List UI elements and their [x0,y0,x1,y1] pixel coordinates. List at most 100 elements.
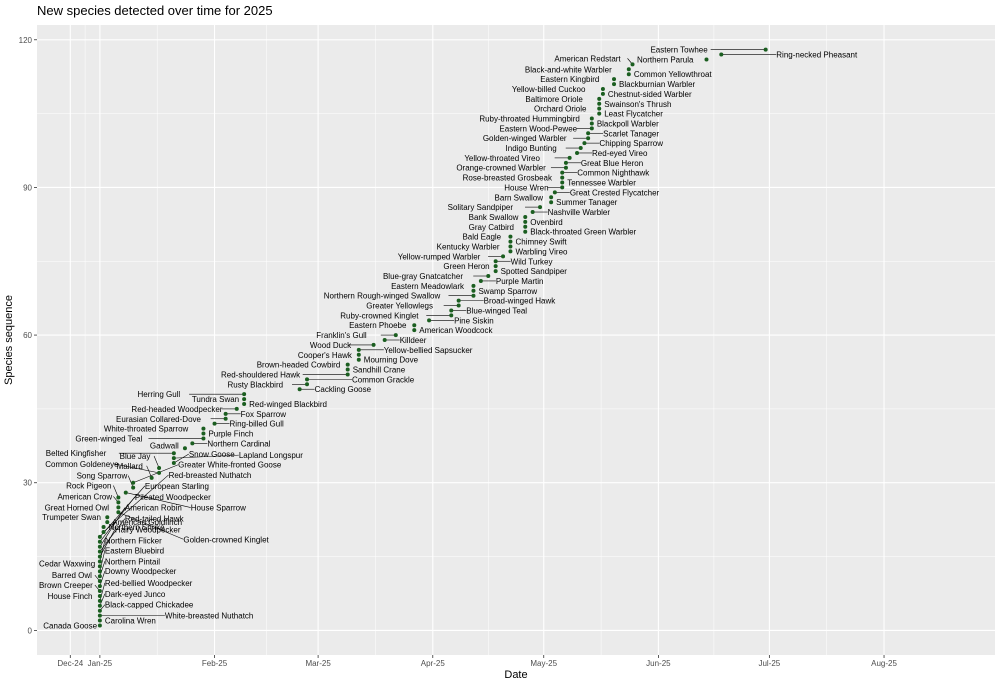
data-point [578,146,583,151]
point-label: Song Sparrow [77,472,128,481]
x-tick-label: Aug-25 [871,659,897,668]
point-label: Blue Jay [120,452,151,461]
data-point [630,62,635,67]
point-label: Gray Catbird [469,223,514,232]
point-label: Ring-billed Gull [230,420,284,429]
data-point [563,160,568,165]
data-point [586,131,591,136]
x-tick-label: Mar-25 [305,659,331,668]
point-label: Ruby-throated Hummingbird [479,115,580,124]
point-label: Scarlet Tanager [603,129,659,138]
y-axis-title: Species sequence [3,295,15,385]
data-point [182,446,187,451]
point-label: Hairy Woodpecker [115,526,181,535]
point-label: Spotted Sandpiper [501,267,568,276]
point-label: Great Blue Heron [581,159,643,168]
data-point [242,397,247,402]
data-point [297,387,302,392]
data-point [493,264,498,269]
x-tick-label: Dec-24 [57,659,83,668]
point-label: Common Yellowthroat [634,70,713,79]
data-point [427,318,432,323]
label-leader-line [99,582,106,601]
point-label: Baltimore Oriole [525,95,583,104]
point-label: Red-tailed Hawk [125,515,185,524]
point-label: Indigo Bunting [506,144,557,153]
x-tick-label: Jan-25 [88,659,113,668]
point-label: Common Nighthawk [577,169,650,178]
data-point [97,598,102,603]
x-tick-label: Jul-25 [758,659,780,668]
data-point [105,520,110,525]
data-point [97,584,102,589]
data-point [704,57,709,62]
point-label: Trumpeter Swan [42,513,101,522]
data-point [567,155,572,160]
data-point [97,564,102,569]
grid-layer [37,25,995,655]
point-label: White-throated Sparrow [104,425,189,434]
point-label: Sandhill Crane [353,366,406,375]
point-label: Barred Owl [52,571,92,580]
point-label: Red-headed Woodpecker [131,405,222,414]
point-label: Rock Pigeon [66,482,111,491]
point-label: Purple Finch [208,430,253,439]
label-leader-line [173,453,190,464]
data-point [345,367,350,372]
label-leader-line [114,463,160,474]
point-label: Blue-gray Gnatcatcher [383,272,463,281]
point-label: Great Crested Flycatcher [570,188,660,197]
data-point [97,574,102,579]
data-point [149,475,154,480]
point-label: Purple Martin [496,277,544,286]
label-leader-line [99,496,136,542]
point-label: Rose-breasted Grosbeak [463,174,553,183]
point-layer [97,47,768,628]
point-label: Red-shouldered Hawk [221,370,301,379]
point-label: European Starling [145,482,209,491]
point-label: Carolina Wren [105,617,156,626]
point-label: Ovenbird [530,218,562,227]
data-point [560,180,565,185]
data-point [412,323,417,328]
data-point [356,352,361,357]
point-label: Greater Yellowlegs [366,302,433,311]
point-label: Eastern Meadowlark [391,282,465,291]
data-point [508,234,513,239]
point-label: Pine Siskin [454,316,494,325]
point-label: Yellow-throated Vireo [464,154,540,163]
point-label: Red-winged Blackbird [249,400,327,409]
data-point [97,534,102,539]
data-point [201,431,206,436]
point-label: Northern Shrike [109,523,166,532]
data-point [523,224,528,229]
point-label: American Woodcock [419,326,493,335]
point-label: American Goldfinch [112,518,182,527]
data-point [597,96,602,101]
label-leader-line [173,454,239,459]
x-tick-label: Apr-25 [421,659,446,668]
point-label: Broad-winged Hawk [484,297,557,306]
point-label: Least Flycatcher [604,110,663,119]
point-label: Orange-crowned Warbler [456,164,546,173]
point-label: House Sparrow [191,504,246,513]
point-label: Gadwall [150,441,179,450]
data-point [171,456,176,461]
data-point [234,406,239,411]
point-label: Brown Creeper [39,581,93,590]
data-point [97,579,102,584]
label-leader-line [99,507,126,547]
point-label: White-breasted Nuthatch [165,612,254,621]
point-label: Red-bellied Woodpecker [105,579,193,588]
label-leader-line [99,529,116,557]
data-point [560,175,565,180]
data-point [508,239,513,244]
data-point [719,52,724,57]
data-point [171,461,176,466]
data-point [212,421,217,426]
data-point [97,589,102,594]
point-label: Northern Cardinal [207,439,270,448]
point-label: Snow Goose [189,450,235,459]
